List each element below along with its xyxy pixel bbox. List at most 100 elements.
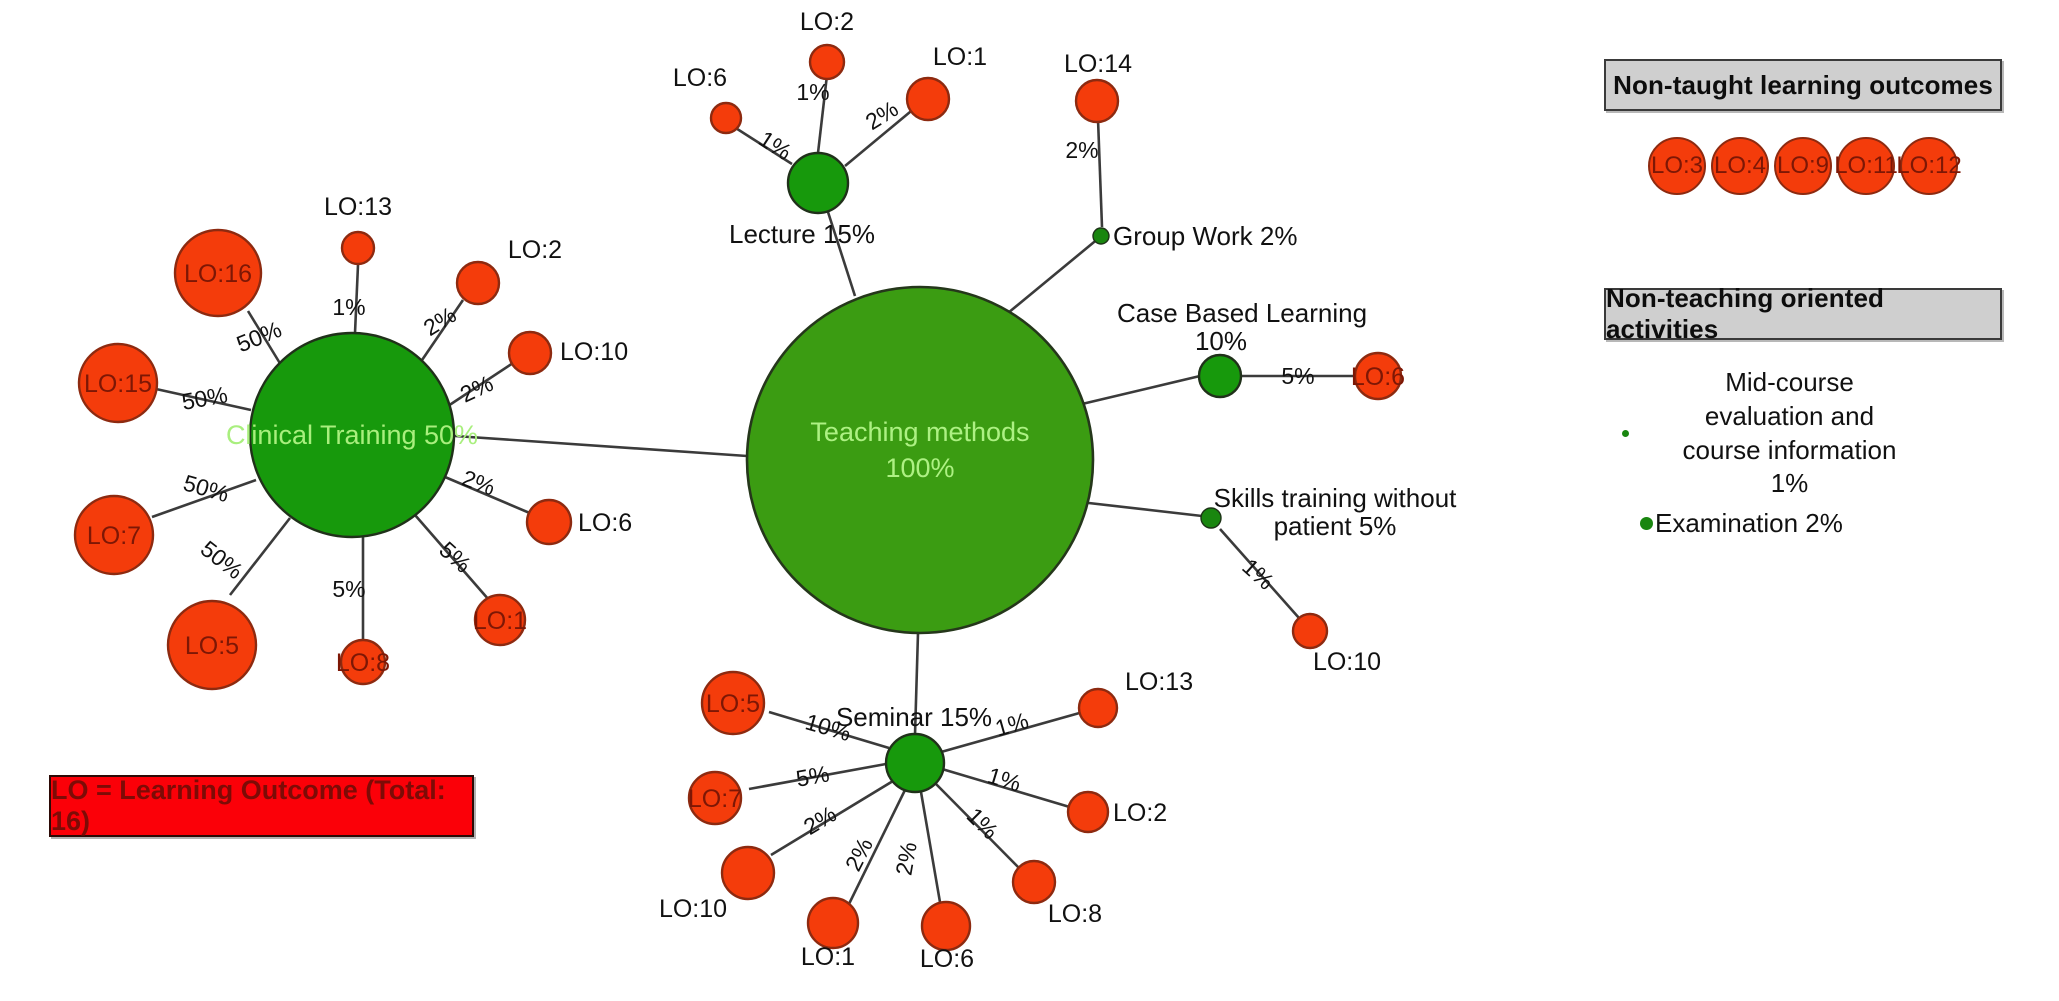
edge-groupwork-lo14 [1096,118,1104,228]
label-ct-lo15-inner: LO:15 [84,370,152,398]
node-teaching-methods[interactable] [745,285,1095,635]
node-lecture-lo6[interactable] [709,101,743,135]
node-group-work[interactable] [1092,227,1110,245]
node-seminar-lo1[interactable] [806,896,860,950]
lecture-edges [730,74,917,167]
panel-non-taught-title: Non-taught learning outcomes [1613,69,1993,100]
node-ct-lo13[interactable] [340,230,376,266]
node-ct-lo8[interactable] [339,638,387,686]
skills-training-edges [1219,528,1300,619]
non-teaching-activities-list: Mid-course evaluation and course informa… [1604,358,2024,578]
edge-seminar-lo2 [941,767,1074,810]
node-ct-lo2[interactable] [455,260,501,306]
label-seminar-lo5-inner: LO:5 [706,690,760,718]
node-seminar-lo8[interactable] [1011,859,1057,905]
node-skills-lo10[interactable] [1291,612,1329,650]
non-taught-lo-label: LO:9 [1776,152,1830,179]
non-taught-lo-chip[interactable]: LO:3 [1648,137,1706,195]
activity-examination-label: Examination 2% [1655,508,1843,538]
label-skills-training-line2: patient 5% [1274,511,1397,541]
edge-lecture-lo1 [844,106,917,167]
edge-seminar-lo7 [748,762,887,791]
center-edges [454,211,1203,736]
label-ct-lo8-inner: LO:8 [336,649,390,677]
non-taught-lo-chip[interactable]: LO:12 [1896,137,1962,195]
node-ct-lo6[interactable] [525,498,573,546]
edge-ct-lo6 [444,475,533,516]
edge-center-group-work [1007,231,1106,315]
label-seminar-lo10-outer: LO:10 [659,895,727,923]
node-ct-lo7[interactable] [73,494,155,576]
node-seminar-lo7[interactable] [687,770,743,826]
panel-non-teaching-title: Non-teaching oriented activities [1606,283,1884,344]
node-seminar-lo2[interactable] [1066,790,1110,834]
node-seminar-lo6[interactable] [920,900,972,952]
edgelabel-ct-lo15: 50% [180,381,230,415]
edgelabel-ct-lo16: 50% [233,316,285,357]
node-seminar[interactable] [884,732,946,794]
non-taught-lo-label: LO:12 [1896,152,1962,179]
edge-center-case-based-learning [1081,374,1201,406]
activity-examination[interactable]: Examination 2% [1640,508,1843,539]
node-clinical-training[interactable] [248,331,456,539]
edge-center-skills-training [1079,500,1203,518]
label-teaching-methods-line2: 100% [885,453,954,483]
edge-ct-lo15 [155,387,252,412]
node-lecture-lo2[interactable] [808,43,846,81]
edge-ct-lo7 [151,478,257,519]
non-taught-lo-label: LO:11 [1834,152,1898,179]
label-seminar-lo2-outer: LO:2 [1113,799,1167,827]
node-case-based-learning[interactable] [1197,353,1243,399]
node-groupwork-lo14[interactable] [1074,78,1120,124]
node-seminar-lo5[interactable] [700,670,766,736]
edgelabel-cbl-lo6: 5% [1281,363,1314,389]
node-seminar-lo10[interactable] [720,845,776,901]
edgelabel-ct-lo7: 50% [180,469,231,507]
node-skills-training[interactable] [1200,507,1222,529]
label-seminar: Seminar 15% [836,702,992,732]
node-cbl-lo6[interactable] [1353,351,1403,401]
edge-seminar-lo6 [919,791,943,909]
clinical-training-edges [151,264,533,640]
edge-ct-lo1 [414,514,490,601]
node-ct-lo5[interactable] [166,599,258,691]
non-taught-lo-chip[interactable]: LO:11 [1834,137,1898,195]
node-ct-lo15[interactable] [77,342,159,424]
edge-seminar-lo1 [846,789,907,907]
activity-mid-course-evaluation[interactable]: Mid-course evaluation and course informa… [1622,366,1942,501]
green-dot-icon [1640,517,1653,530]
edgelabel-seminar-lo6: 2% [890,840,921,877]
label-group-work: Group Work 2% [1113,221,1297,251]
node-ct-lo10[interactable] [507,330,553,376]
non-taught-lo-chip[interactable]: LO:4 [1711,137,1769,195]
edgelabel-seminar-lo8: 1% [962,802,1004,844]
node-lecture-lo1[interactable] [905,76,951,122]
edge-center-seminar [913,632,920,736]
node-seminar-lo13[interactable] [1077,687,1119,729]
edge-seminar-lo10 [770,779,894,857]
clinical-training-lo-nodes [73,228,573,691]
label-ct-lo7-inner: LO:7 [87,522,141,550]
edgelabel-ct-lo8: 5% [332,576,365,602]
non-taught-lo-label: LO:4 [1713,152,1767,179]
label-case-based-learning-line2: 10% [1195,326,1247,356]
edge-seminar-lo13 [940,710,1084,754]
node-ct-lo16[interactable] [173,228,263,318]
edge-lecture-lo6 [730,123,793,166]
edgelabel-seminar-lo13: 1% [992,707,1031,741]
label-skills-training-line1: Skills training without [1214,483,1458,513]
legend-box: LO = Learning Outcome (Total: 16) [49,775,474,837]
node-lecture[interactable] [786,151,850,215]
lecture-lo-nodes [709,43,951,135]
label-ct-lo2-outer: LO:2 [508,236,562,264]
edge-ct-lo2 [418,299,465,364]
green-dot-icon [1622,430,1629,438]
seminar-edges [748,710,1084,909]
node-ct-lo1[interactable] [473,593,527,647]
panel-non-taught-header: Non-taught learning outcomes [1604,59,2002,111]
non-taught-lo-chip[interactable]: LO:9 [1774,137,1832,195]
edge-seminar-lo8 [935,783,1023,872]
label-lecture-lo6-outer: LO:6 [673,64,727,92]
label-ct-lo13-outer: LO:13 [324,193,392,221]
